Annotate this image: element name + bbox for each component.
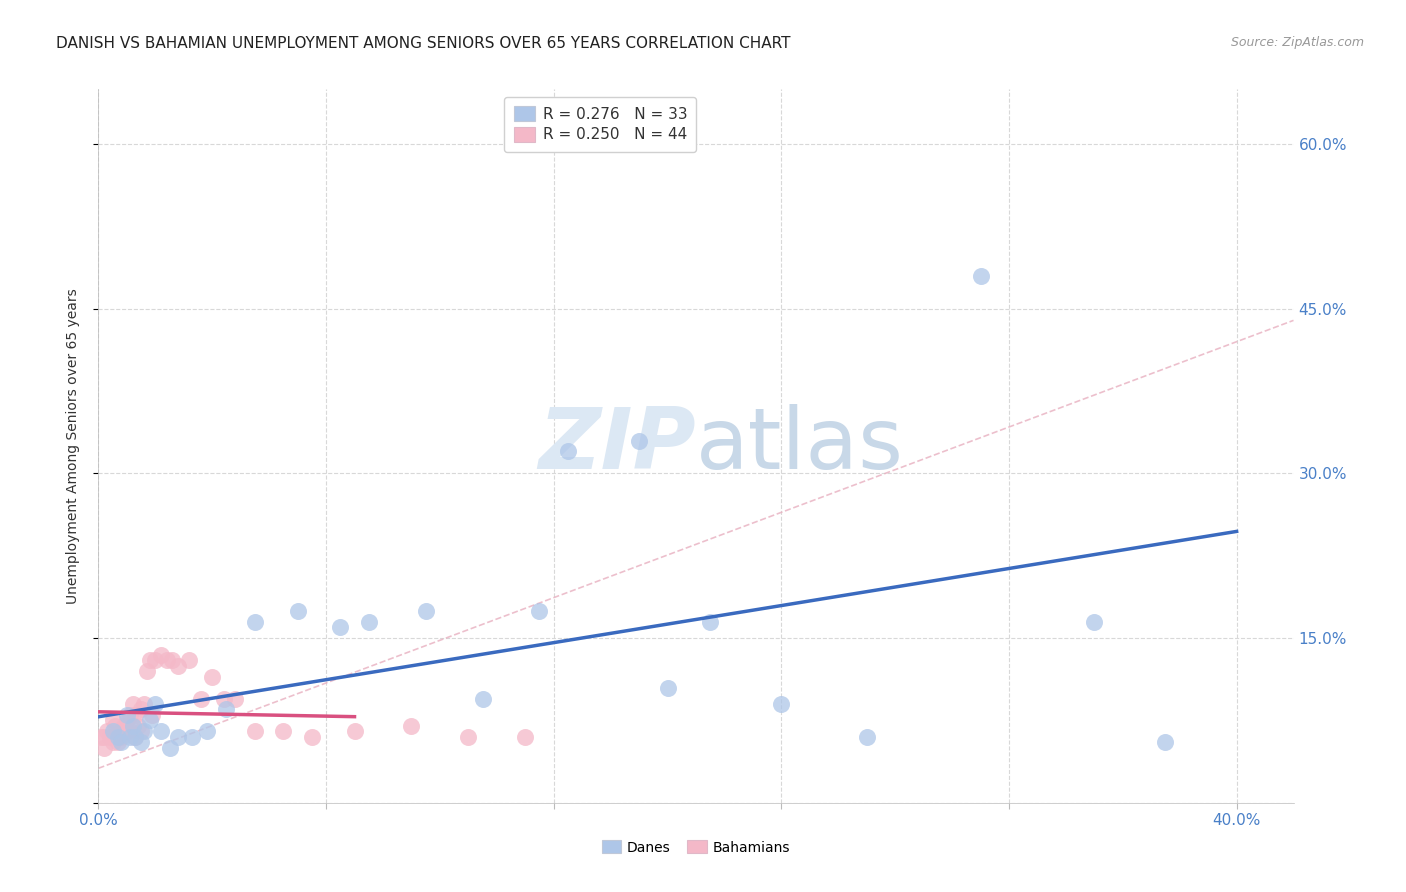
Point [273,724,295,739]
Point [699,615,721,629]
Point [243,615,266,629]
Point [159,740,181,755]
Text: Source: ZipAtlas.com: Source: ZipAtlas.com [1230,36,1364,49]
Point [110,730,132,744]
Point [156,653,179,667]
Point [212,691,235,706]
Point [179,653,201,667]
Point [969,268,991,283]
Point [107,730,129,744]
Text: ZIP: ZIP [538,404,696,488]
Point [115,708,138,723]
Point [287,604,309,618]
Point [138,714,160,728]
Point [101,714,124,728]
Point [132,697,155,711]
Point [855,730,877,744]
Point [115,714,138,728]
Text: DANISH VS BAHAMIAN UNEMPLOYMENT AMONG SENIORS OVER 65 YEARS CORRELATION CHART: DANISH VS BAHAMIAN UNEMPLOYMENT AMONG SE… [56,36,790,51]
Point [471,691,494,706]
Point [96,724,118,739]
Point [515,730,537,744]
Point [127,719,149,733]
Point [129,735,152,749]
Point [107,735,129,749]
Point [167,658,190,673]
Point [357,615,380,629]
Point [529,604,551,618]
Point [110,724,132,739]
Point [150,648,173,662]
Point [121,697,143,711]
Point [167,730,190,744]
Point [143,697,166,711]
Point [628,434,651,448]
Point [201,669,224,683]
Point [101,724,124,739]
Point [138,653,160,667]
Point [190,691,212,706]
Point [224,691,246,706]
Point [243,724,266,739]
Point [181,730,204,744]
Point [162,653,184,667]
Point [115,724,138,739]
Point [93,740,115,755]
Point [118,724,141,739]
Point [93,730,115,744]
Point [401,719,423,733]
Point [657,681,679,695]
Point [118,708,141,723]
Text: atlas: atlas [696,404,904,488]
Point [104,719,127,733]
Point [98,730,121,744]
Point [112,719,135,733]
Legend: Danes, Bahamians: Danes, Bahamians [596,835,796,860]
Point [557,444,579,458]
Point [129,702,152,716]
Point [1083,615,1105,629]
Point [110,735,132,749]
Point [129,724,152,739]
Point [457,730,479,744]
Point [124,730,146,744]
Point [301,730,323,744]
Point [329,620,352,634]
Point [118,730,141,744]
Point [101,735,124,749]
Point [415,604,437,618]
Y-axis label: Unemployment Among Seniors over 65 years: Unemployment Among Seniors over 65 years [66,288,80,604]
Point [107,730,129,744]
Point [124,708,146,723]
Point [132,724,155,739]
Point [1154,735,1177,749]
Point [150,724,173,739]
Point [343,724,366,739]
Point [141,708,163,723]
Point [770,697,793,711]
Point [90,730,112,744]
Point [124,730,146,744]
Point [195,724,218,739]
Point [135,664,157,678]
Point [215,702,238,716]
Point [121,719,143,733]
Point [143,653,166,667]
